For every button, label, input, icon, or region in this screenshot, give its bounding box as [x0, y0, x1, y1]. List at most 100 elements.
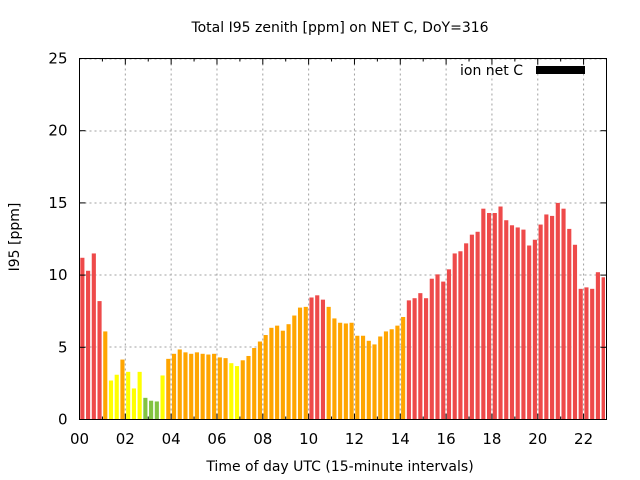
- bar: [103, 331, 108, 420]
- bar: [212, 353, 217, 420]
- bar: [401, 316, 406, 420]
- bar: [149, 400, 154, 420]
- bar: [475, 231, 480, 420]
- bar: [86, 270, 91, 420]
- chart-title: Total I95 zenith [ppm] on NET C, DoY=316: [190, 20, 488, 36]
- bar: [223, 358, 228, 420]
- x-tick-label: 04: [162, 430, 181, 448]
- bar: [217, 357, 222, 420]
- x-tick-label: 02: [116, 430, 135, 448]
- bar: [338, 322, 343, 420]
- x-tick-label: 20: [528, 430, 547, 448]
- bar: [555, 202, 560, 420]
- bar: [297, 307, 303, 420]
- bar: [154, 401, 159, 420]
- y-tick-labels: 0 5 10 15 20 25: [48, 50, 67, 429]
- bar: [246, 355, 251, 420]
- bar: [435, 274, 440, 420]
- y-axis-label: I95 [ppm]: [7, 203, 23, 272]
- bar: [143, 397, 148, 420]
- bar: [412, 298, 417, 420]
- bar: [521, 229, 526, 420]
- bar: [378, 336, 383, 420]
- x-tick-label: 12: [345, 430, 364, 448]
- bar: [366, 340, 371, 420]
- bar: [292, 315, 297, 420]
- bar: [320, 299, 326, 420]
- bar: [234, 366, 240, 420]
- bar: [91, 253, 96, 420]
- bar: [355, 335, 360, 420]
- bar: [383, 331, 389, 420]
- bar: [578, 288, 583, 420]
- bar: [532, 239, 537, 420]
- x-tick-label: 08: [253, 430, 272, 448]
- bar: [567, 228, 572, 420]
- bar: [498, 206, 503, 420]
- y-tick-label: 5: [58, 338, 68, 356]
- bar: [80, 257, 85, 420]
- bar: [126, 371, 131, 420]
- x-tick-label: 14: [391, 430, 410, 448]
- bar: [487, 213, 492, 420]
- bar: [515, 227, 520, 420]
- bar: [166, 358, 171, 420]
- bar: [389, 329, 394, 420]
- x-tick-label: 16: [437, 430, 456, 448]
- y-tick-label: 10: [48, 266, 67, 284]
- y-tick-label: 15: [48, 194, 67, 212]
- bar: [229, 363, 234, 420]
- grid: [79, 58, 607, 420]
- bar: [114, 374, 119, 420]
- bar: [108, 380, 114, 420]
- bar: [252, 348, 257, 420]
- bar: [343, 323, 348, 420]
- x-tick-labels: 00 02 04 06 08 10 12 14 16 18 20 22: [70, 430, 593, 448]
- bar: [349, 322, 354, 420]
- bar: [406, 300, 411, 420]
- bar: [160, 375, 165, 420]
- bar: [423, 298, 429, 420]
- bar: [240, 360, 245, 420]
- bar: [309, 297, 314, 420]
- x-tick-label: 18: [482, 430, 501, 448]
- x-tick-label: 10: [299, 430, 318, 448]
- bar: [458, 251, 463, 420]
- bar: [481, 208, 486, 420]
- bar: [441, 281, 446, 420]
- bar: [446, 269, 452, 420]
- y-tick-label: 20: [48, 122, 67, 140]
- bar: [286, 324, 291, 420]
- x-tick-label: 06: [207, 430, 226, 448]
- y-tick-label: 0: [58, 411, 68, 429]
- bar: [303, 306, 308, 420]
- bar: [97, 301, 102, 420]
- bar: [275, 325, 280, 420]
- bar: [177, 349, 182, 420]
- bar: [257, 341, 263, 420]
- legend-swatch: [536, 66, 585, 74]
- bar: [360, 335, 366, 420]
- legend: ion net C: [460, 63, 585, 79]
- x-tick-label: 22: [574, 430, 593, 448]
- bar: [280, 330, 285, 420]
- bar: [372, 344, 377, 420]
- bar: [464, 243, 469, 420]
- bar: [332, 318, 337, 420]
- y-tick-label: 25: [48, 50, 67, 68]
- bar: [326, 306, 331, 420]
- bar: [527, 245, 532, 420]
- bar: [395, 325, 400, 420]
- bar: [538, 224, 543, 420]
- bar: [452, 253, 457, 420]
- bar: [572, 244, 578, 420]
- bar: [492, 213, 497, 420]
- bar: [584, 287, 589, 420]
- bar: [206, 354, 211, 420]
- bar: [269, 327, 274, 420]
- bar: [595, 272, 600, 420]
- bar: [504, 220, 509, 420]
- bar: [418, 293, 423, 420]
- bar: [561, 208, 566, 420]
